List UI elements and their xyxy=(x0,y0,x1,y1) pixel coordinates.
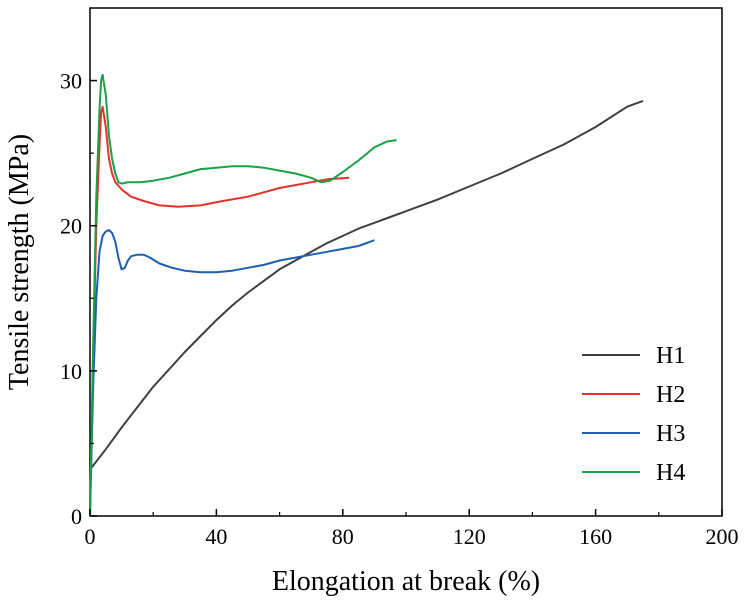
legend-label-h3: H3 xyxy=(656,421,685,447)
series-line-h4 xyxy=(89,73,397,517)
x-tick-label: 0 xyxy=(85,524,96,549)
series-curves xyxy=(89,73,644,517)
legend-label-h2: H2 xyxy=(656,382,685,408)
y-axis-title: Tensile strength (MPa) xyxy=(4,134,35,390)
axis-ticks: 0 40 80 120 160 200 0 10 20 30 xyxy=(60,69,739,549)
y-tick-label: 0 xyxy=(71,504,82,529)
x-tick-label: 40 xyxy=(205,524,227,549)
x-tick-label: 200 xyxy=(706,524,739,549)
x-tick-label: 80 xyxy=(332,524,354,549)
y-tick-label: 20 xyxy=(60,214,82,239)
y-tick-label: 30 xyxy=(60,69,82,94)
series-line-h1 xyxy=(89,99,644,471)
series-line-h3 xyxy=(89,229,375,517)
legend-label-h1: H1 xyxy=(656,343,685,369)
x-tick-label: 120 xyxy=(453,524,486,549)
series-line-h2 xyxy=(89,105,350,517)
legend: H1 H2 H3 H4 xyxy=(582,343,685,486)
x-tick-label: 160 xyxy=(579,524,612,549)
y-tick-label: 10 xyxy=(60,359,82,384)
x-axis-title: Elongation at break (%) xyxy=(272,566,540,597)
legend-label-h4: H4 xyxy=(656,460,685,486)
plot-frame xyxy=(89,7,723,517)
